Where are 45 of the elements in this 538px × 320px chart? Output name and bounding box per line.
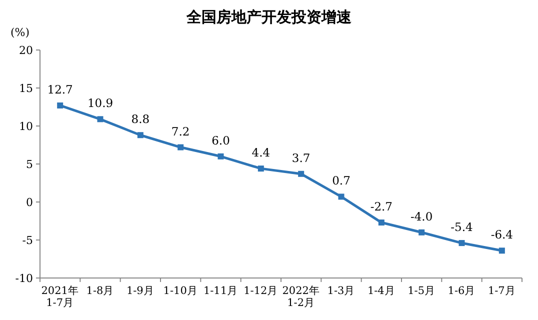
x-tick-label: 1-8月 (86, 285, 114, 297)
data-label: 3.7 (292, 150, 310, 165)
y-axis-title: (%) (10, 26, 30, 39)
data-label: 8.8 (131, 112, 150, 126)
point (298, 170, 304, 177)
point (258, 166, 264, 172)
point (178, 144, 184, 150)
point (97, 116, 104, 122)
point (498, 248, 505, 254)
data-label: -2.7 (370, 200, 393, 214)
chart-title: 全国房地产开发投资增速 (186, 8, 352, 26)
point (418, 229, 425, 236)
x-tick-label: 1-5月 (408, 285, 436, 297)
data-label: 10.9 (87, 96, 114, 110)
data-label: 4.4 (252, 146, 270, 160)
y-tick-label: 15 (19, 82, 33, 95)
point (57, 102, 64, 108)
data-label: 0.7 (332, 174, 350, 188)
point (137, 132, 144, 138)
data-label: 7.2 (171, 124, 190, 138)
data-label: -6.4 (490, 228, 514, 242)
x-tick-label: 1-12月 (244, 285, 278, 297)
point (218, 153, 224, 160)
data-label: 12.7 (47, 82, 73, 96)
x-tick-label: 2021年 1-7月 (41, 285, 79, 310)
point (338, 194, 344, 200)
x-tick-label: 1-11月 (203, 285, 238, 297)
y-tick-label: 0 (26, 196, 33, 209)
data-label: -5.4 (450, 220, 473, 234)
y-tick-label: -5 (22, 234, 33, 247)
x-tick-label: 1-3月 (327, 285, 356, 297)
y-tick-label: 5 (26, 158, 33, 171)
y-tick-label: 20 (19, 44, 33, 57)
x-tick-label: 1-6月 (448, 285, 476, 297)
x-tick-label: 1-7月 (488, 285, 516, 297)
y-tick-label: -10 (15, 272, 33, 285)
y-tick-label: 10 (19, 120, 33, 133)
data-label: 6.0 (212, 133, 230, 148)
data-label: -4.0 (410, 209, 433, 224)
x-tick-label: 1-9月 (126, 285, 154, 297)
x-tick-label: 1-10月 (163, 285, 198, 297)
point (378, 220, 384, 226)
x-tick-label: 1-4月 (367, 285, 396, 297)
point (458, 240, 465, 246)
x-tick-label: 2022年 1-2月 (282, 285, 320, 310)
